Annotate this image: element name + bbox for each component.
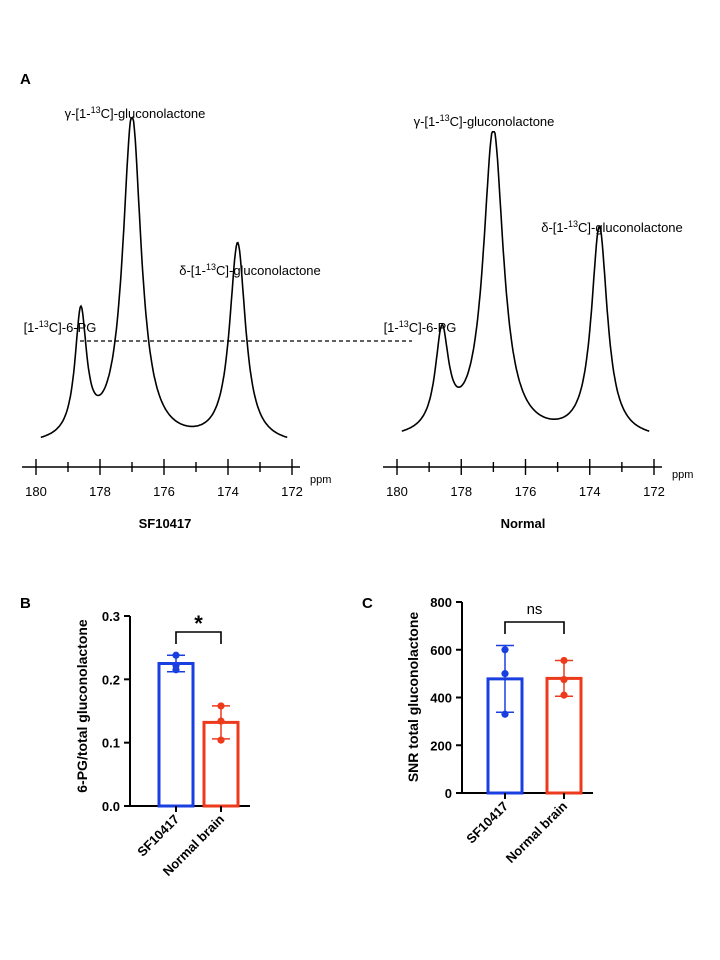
bar-0 (157, 662, 195, 808)
y-tick-label: 0.3 (102, 609, 120, 624)
data-point (172, 651, 180, 659)
y-axis-label: 6-PG/total gluconolactone (74, 619, 90, 793)
x-axis-label: ppm (672, 469, 693, 481)
significance-bracket (504, 621, 565, 634)
spectrum-curve (40, 117, 288, 439)
y-tick-label: 0.2 (102, 672, 120, 687)
y-tick-label: 0.0 (102, 799, 120, 814)
y-axis-label: SNR total gluconolactone (405, 612, 421, 783)
significance-label: ns (527, 601, 543, 618)
panel-b-letter: B (20, 595, 31, 612)
x-tick-label: 178 (450, 484, 472, 499)
peak-label-1: γ-[1-13C]-gluconolactone (65, 105, 206, 121)
x-tick-label: 178 (89, 484, 111, 499)
peak-label-0: [1-13C]-6-PG (24, 319, 97, 335)
x-tick-label: 180 (25, 484, 47, 499)
spectrum-curve (401, 131, 650, 432)
sample-title: SF10417 (139, 516, 192, 531)
data-point (217, 702, 225, 710)
spectrum-sf10417: 180 178 176 174 172 ppm [1-13C]-6-PG γ-[1-13C]-… (22, 105, 331, 531)
panel-c-letter: C (362, 595, 373, 612)
y-tick-label: 200 (430, 738, 452, 753)
y-tick-label: 400 (430, 691, 452, 706)
data-point (560, 675, 568, 684)
data-point (560, 656, 568, 665)
peak-label-0: [1-13C]-6-PG (384, 319, 457, 335)
data-point (217, 717, 225, 725)
category-label: SF10417 (463, 799, 511, 847)
x-tick-label: 172 (643, 484, 665, 499)
spectrum-normal: 180 178 176 174 172 ppm [1-13C]-6-PG γ-[1-13C]-… (383, 113, 693, 531)
x-tick-label: 180 (386, 484, 408, 499)
bar-chart-6pg-ratio: 0.00.10.20.36-PG/total gluconolactoneSF1… (74, 609, 250, 879)
data-point (217, 736, 225, 744)
category-label: Normal brain (503, 798, 570, 865)
significance-bracket (175, 631, 222, 644)
sample-title: Normal (501, 516, 546, 531)
peak-label-2: δ-[1-13C]-gluconolactone (541, 219, 683, 235)
x-tick-label: 174 (217, 484, 239, 499)
y-tick-label: 0 (445, 786, 452, 801)
data-point (172, 661, 180, 670)
y-tick-label: 600 (430, 643, 452, 658)
bar-chart-snr: 0 200 400 600 800 SNR total gluconolactone SF1… (405, 595, 593, 866)
data-point (560, 691, 568, 699)
x-axis-label: ppm (310, 474, 331, 486)
panel-a-letter: A (20, 71, 31, 88)
peak-label-1: γ-[1-13C]-gluconolactone (414, 113, 555, 129)
significance-label: * (194, 611, 203, 636)
data-point (501, 710, 509, 718)
peak-label-2: δ-[1-13C]-gluconolactone (179, 262, 321, 278)
x-tick-label: 176 (153, 484, 175, 499)
x-tick-label: 174 (579, 484, 601, 499)
data-point (501, 646, 509, 654)
y-tick-label: 800 (430, 595, 452, 610)
data-point (501, 670, 509, 678)
x-tick-label: 176 (515, 484, 537, 499)
y-tick-label: 0.1 (102, 736, 120, 751)
x-tick-label: 172 (281, 484, 303, 499)
